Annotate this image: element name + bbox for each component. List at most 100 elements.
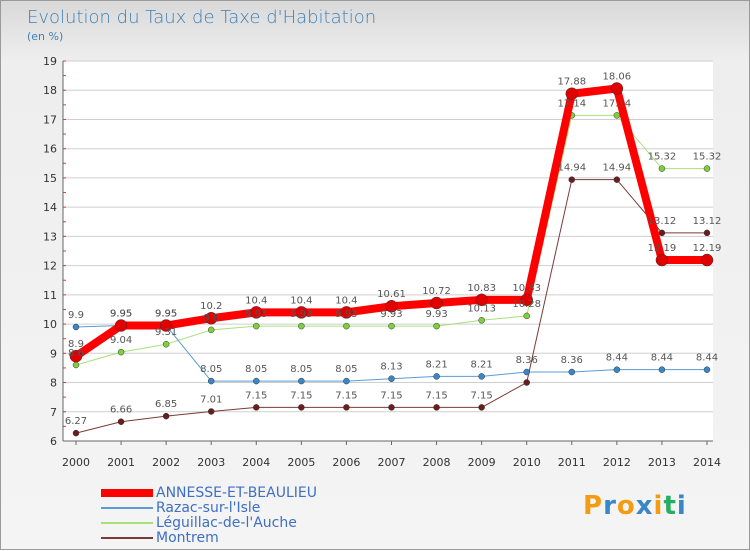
data-point — [520, 293, 533, 307]
data-point — [72, 429, 80, 437]
data-point — [343, 322, 350, 330]
data-point — [159, 319, 173, 332]
proxiti-logo: Proxiti — [583, 491, 687, 521]
data-label: 12.19 — [693, 243, 722, 254]
data-label: 13.12 — [693, 216, 722, 227]
data-point — [703, 229, 711, 237]
data-point — [388, 322, 395, 330]
y-tick-label: 9 — [50, 347, 57, 360]
data-point — [478, 373, 485, 380]
y-tick-label: 6 — [50, 435, 57, 448]
data-point — [658, 229, 666, 237]
data-label: 7.15 — [380, 390, 402, 401]
chart-title: Evolution du Taux de Taxe d'Habitation — [27, 7, 377, 28]
data-label: 8.05 — [290, 364, 312, 375]
y-tick-label: 11 — [43, 289, 57, 302]
x-tick-label: 2011 — [558, 456, 586, 469]
data-label: 7.15 — [425, 390, 447, 401]
data-label: 8.05 — [335, 364, 357, 375]
data-point — [253, 322, 260, 330]
data-point — [162, 412, 170, 420]
legend-label: Léguillac-de-l'Auche — [156, 515, 297, 531]
data-label: 9.8 — [203, 313, 219, 324]
data-point — [478, 404, 485, 411]
data-point — [72, 361, 80, 369]
data-label: 6.85 — [155, 399, 177, 410]
data-label: 17.14 — [603, 98, 632, 109]
data-point — [388, 375, 395, 382]
data-point — [613, 112, 621, 119]
data-point — [117, 418, 125, 425]
data-point — [162, 340, 170, 348]
data-label: 8.44 — [606, 353, 628, 364]
data-label: 9.93 — [335, 309, 357, 320]
x-tick-label: 2000 — [62, 456, 90, 469]
data-label: 8.6 — [68, 348, 84, 359]
legend-swatch — [101, 489, 153, 497]
data-label: 12.19 — [648, 243, 677, 254]
data-label: 10.83 — [467, 283, 496, 294]
x-tick-label: 2006 — [332, 456, 360, 469]
data-label: 7.15 — [290, 390, 312, 401]
y-tick-label: 7 — [50, 406, 57, 419]
data-point — [207, 408, 215, 415]
logo-letter: o — [616, 491, 636, 521]
data-point — [207, 326, 215, 334]
data-point — [298, 377, 305, 385]
legend-item-razac[interactable]: Razac-sur-l'Isle — [101, 500, 401, 516]
x-tick-label: 2007 — [378, 456, 406, 469]
legend-item-leguillac[interactable]: Léguillac-de-l'Auche — [101, 515, 401, 531]
data-label: 8.21 — [471, 359, 493, 370]
data-point — [655, 253, 669, 267]
data-point — [613, 366, 621, 373]
x-tick-label: 2008 — [423, 456, 451, 469]
data-point — [388, 404, 395, 411]
data-label: 9.31 — [155, 327, 177, 338]
logo-letter: x — [635, 491, 654, 521]
data-point — [658, 366, 666, 373]
data-label: 7.15 — [471, 390, 493, 401]
data-point — [117, 348, 125, 356]
x-tick-label: 2004 — [242, 456, 270, 469]
data-point — [340, 306, 353, 319]
data-label: 9.95 — [155, 309, 177, 320]
data-point — [114, 319, 128, 332]
data-point — [568, 368, 576, 376]
legend-item-montrem[interactable]: Montrem — [101, 530, 401, 546]
data-label: 15.32 — [648, 152, 677, 163]
x-tick-label: 2012 — [603, 456, 631, 469]
logo-letter: t — [663, 491, 677, 521]
x-tick-label: 2003 — [197, 456, 225, 469]
data-point — [523, 312, 530, 320]
data-label: 9.93 — [290, 309, 312, 320]
data-label: 17.14 — [557, 98, 586, 109]
x-tick-label: 2010 — [513, 456, 541, 469]
y-tick-label: 14 — [43, 201, 57, 214]
data-point — [430, 296, 443, 310]
data-label: 8.21 — [425, 359, 447, 370]
data-point — [658, 165, 666, 172]
legend-item-annesse[interactable]: ANNESSE-ET-BEAULIEU — [101, 485, 401, 501]
data-point — [700, 253, 714, 267]
data-label: 8.36 — [516, 355, 538, 366]
data-point — [433, 322, 440, 330]
data-point — [610, 82, 624, 95]
data-point — [343, 377, 350, 385]
data-label: 10.13 — [467, 303, 496, 314]
data-point — [523, 368, 530, 376]
x-tick-label: 2014 — [693, 456, 721, 469]
data-label: 10.4 — [335, 295, 357, 306]
data-label: 8.44 — [651, 353, 673, 364]
data-label: 9.95 — [110, 309, 132, 320]
data-point — [385, 299, 398, 313]
y-tick-label: 12 — [43, 260, 57, 273]
legend-swatch — [101, 507, 153, 509]
legend-swatch — [101, 522, 153, 524]
y-tick-label: 8 — [50, 377, 57, 390]
data-label: 8.44 — [696, 353, 718, 364]
data-point — [433, 404, 440, 411]
data-label: 18.06 — [603, 71, 632, 82]
x-tick-label: 2005 — [287, 456, 315, 469]
data-point — [69, 349, 83, 363]
data-label: 8.05 — [245, 364, 267, 375]
